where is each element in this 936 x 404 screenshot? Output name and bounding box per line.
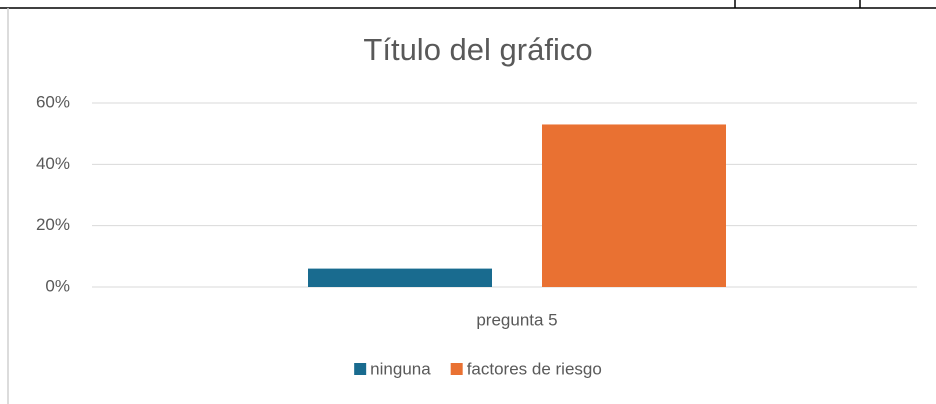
y-tick-label: 0% — [45, 276, 70, 295]
legend-label: ninguna — [370, 359, 431, 378]
x-tick-label: pregunta 5 — [476, 310, 557, 329]
legend-label: factores de riesgo — [467, 359, 602, 378]
y-tick-label: 40% — [36, 154, 70, 173]
y-tick-label: 60% — [36, 92, 70, 111]
bar — [308, 268, 492, 287]
legend-swatch — [450, 363, 463, 375]
legend-swatch — [354, 363, 367, 375]
chart-title: Título del gráfico — [363, 32, 592, 67]
bar — [542, 124, 726, 287]
y-tick-label: 20% — [36, 215, 70, 234]
